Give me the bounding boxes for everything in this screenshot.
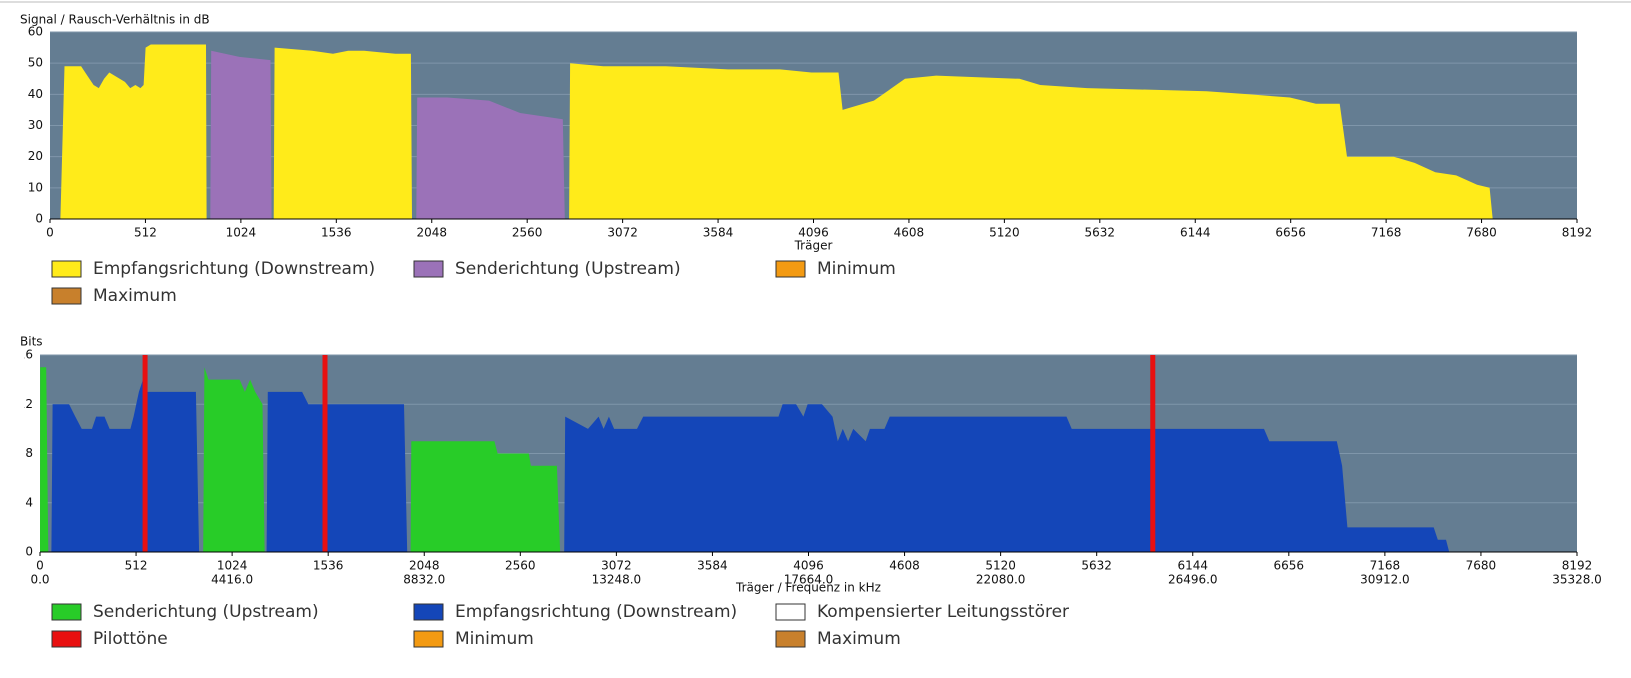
x-tick-label: 8192 bbox=[1562, 226, 1593, 240]
x-tick-label: 4096 bbox=[793, 559, 824, 573]
legend-label: Empfangsrichtung (Downstream) bbox=[455, 602, 737, 622]
y-tick-label: 4 bbox=[25, 495, 33, 509]
legend-label: Minimum bbox=[455, 629, 534, 649]
x-axis-label: Träger bbox=[794, 239, 833, 253]
x-tick-label: 6144 bbox=[1180, 226, 1211, 240]
x2-tick-label: 8832.0 bbox=[403, 573, 445, 587]
legend-swatch bbox=[775, 260, 806, 278]
x2-tick-label: 35328.0 bbox=[1552, 573, 1602, 587]
y-tick-label: 8 bbox=[25, 446, 33, 460]
x-tick-label: 2560 bbox=[512, 226, 543, 240]
legend-swatch bbox=[775, 603, 806, 621]
x-tick-label: 4096 bbox=[798, 226, 829, 240]
legend-swatch bbox=[51, 630, 82, 648]
legend-label: Maximum bbox=[93, 286, 177, 306]
x-tick-label: 1024 bbox=[226, 226, 257, 240]
x2-tick-label: 26496.0 bbox=[1168, 573, 1218, 587]
x-tick-label: 3072 bbox=[607, 226, 638, 240]
legend-label: Senderichtung (Upstream) bbox=[455, 259, 681, 279]
x-tick-label: 0 bbox=[46, 226, 54, 240]
x-tick-label: 1536 bbox=[313, 559, 344, 573]
x2-tick-label: 22080.0 bbox=[976, 573, 1026, 587]
y-tick-label: 30 bbox=[28, 118, 43, 132]
area bbox=[210, 50, 565, 220]
chart-title: Signal / Rausch-Verhältnis in dB bbox=[20, 13, 210, 27]
area bbox=[40, 367, 561, 552]
legend-swatch bbox=[413, 630, 444, 648]
x-tick-label: 7168 bbox=[1371, 226, 1402, 240]
x-tick-label: 4608 bbox=[894, 226, 925, 240]
x-tick-label: 5120 bbox=[985, 559, 1016, 573]
legend-label: Empfangsrichtung (Downstream) bbox=[93, 259, 375, 279]
legend-label: Maximum bbox=[817, 629, 901, 649]
legend-label: Senderichtung (Upstream) bbox=[93, 602, 319, 622]
y-tick-label: 10 bbox=[28, 180, 43, 194]
y-tick-label: 16 bbox=[18, 348, 33, 362]
x2-tick-label: 13248.0 bbox=[592, 573, 642, 587]
x-tick-label: 2560 bbox=[505, 559, 536, 573]
chart-title: Bits bbox=[20, 335, 43, 349]
x-tick-label: 3584 bbox=[703, 226, 734, 240]
x-tick-label: 2048 bbox=[409, 559, 440, 573]
x-axis-label: Träger / Frequenz in kHz bbox=[735, 581, 881, 595]
y-tick-label: 0 bbox=[25, 545, 33, 559]
x-tick-label: 3072 bbox=[601, 559, 632, 573]
x2-tick-label: 0.0 bbox=[30, 573, 49, 587]
legend-swatch bbox=[413, 260, 444, 278]
y-tick-label: 12 bbox=[18, 397, 33, 411]
legend-swatch bbox=[51, 603, 82, 621]
legend-label: Kompensierter Leitungsstörer bbox=[817, 602, 1069, 622]
x-tick-label: 5632 bbox=[1085, 226, 1116, 240]
x-tick-label: 0 bbox=[36, 559, 44, 573]
x2-tick-label: 17664.0 bbox=[784, 573, 834, 587]
x2-tick-label: 4416.0 bbox=[211, 573, 253, 587]
x-tick-label: 7168 bbox=[1370, 559, 1401, 573]
legend-swatch bbox=[775, 630, 806, 648]
legend-label: Minimum bbox=[817, 259, 896, 279]
x-tick-label: 5120 bbox=[989, 226, 1020, 240]
x-tick-label: 5632 bbox=[1081, 559, 1112, 573]
x-tick-label: 6656 bbox=[1274, 559, 1305, 573]
x-tick-label: 8192 bbox=[1562, 559, 1593, 573]
legend-swatch bbox=[51, 260, 82, 278]
y-tick-label: 20 bbox=[28, 149, 43, 163]
y-tick-label: 60 bbox=[28, 25, 43, 39]
x2-tick-label: 30912.0 bbox=[1360, 573, 1410, 587]
legend-swatch bbox=[51, 287, 82, 305]
x-tick-label: 7680 bbox=[1466, 559, 1497, 573]
area bbox=[60, 44, 1493, 219]
x-tick-label: 512 bbox=[134, 226, 157, 240]
area bbox=[51, 379, 1450, 552]
y-tick-label: 0 bbox=[35, 212, 43, 226]
x-tick-label: 3584 bbox=[697, 559, 728, 573]
legend-label: Pilottöne bbox=[93, 629, 168, 649]
y-tick-label: 50 bbox=[28, 56, 43, 70]
x-tick-label: 4608 bbox=[889, 559, 920, 573]
legend-swatch bbox=[413, 603, 444, 621]
x-tick-label: 7680 bbox=[1466, 226, 1497, 240]
x-tick-label: 1536 bbox=[321, 226, 352, 240]
x-tick-label: 6656 bbox=[1275, 226, 1306, 240]
x-tick-label: 1024 bbox=[217, 559, 248, 573]
x-tick-label: 512 bbox=[125, 559, 148, 573]
x-tick-label: 2048 bbox=[416, 226, 447, 240]
x-tick-label: 6144 bbox=[1177, 559, 1208, 573]
y-tick-label: 40 bbox=[28, 87, 43, 101]
